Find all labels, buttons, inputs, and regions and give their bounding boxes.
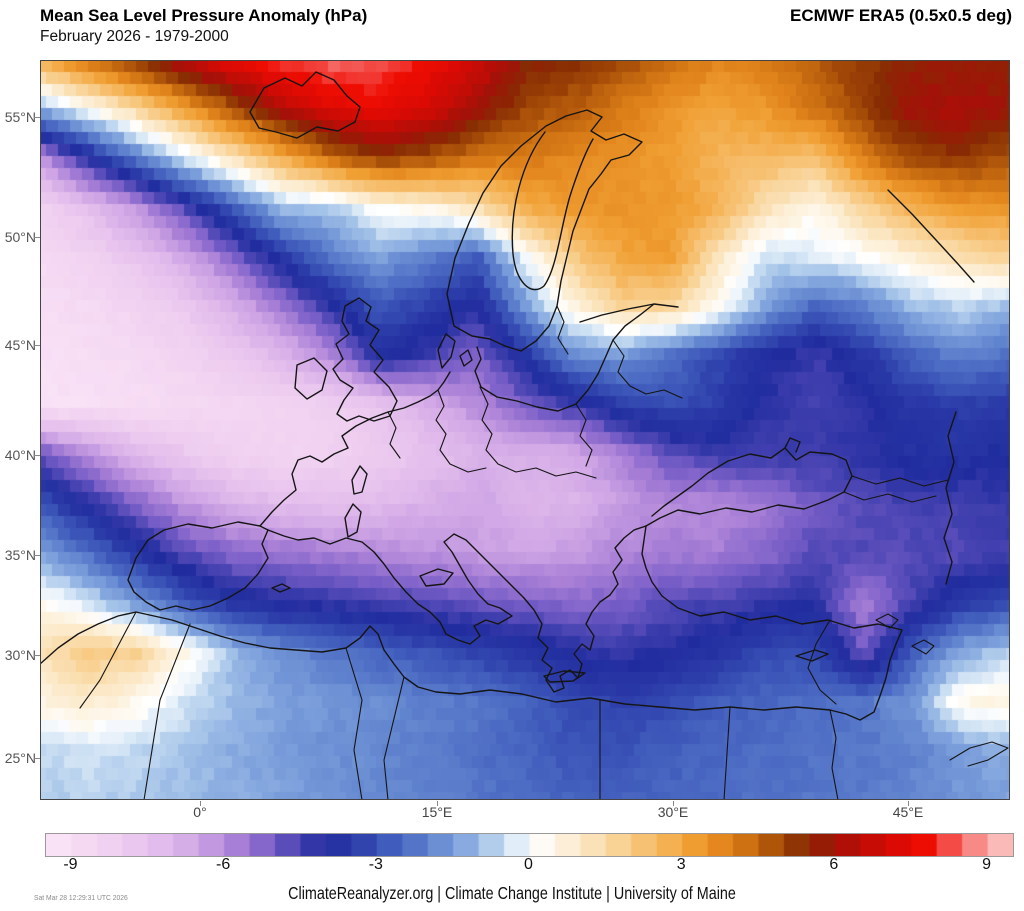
lon-axis-tick (673, 801, 674, 806)
coastline-turkey-south (641, 525, 903, 631)
anomaly-field-image (40, 60, 1010, 800)
colorbar (45, 833, 1014, 857)
lat-axis-label: 40°N (4, 447, 36, 463)
colorbar-tick-label: 6 (829, 856, 839, 873)
lat-axis-label: 45°N (4, 337, 36, 353)
page-subtitle: February 2026 - 1979-2000 (40, 28, 229, 45)
coastline-crimea (784, 437, 801, 453)
coastline-ireland (294, 357, 328, 400)
border-lines-caucasus (807, 475, 949, 705)
river-nile (829, 709, 839, 800)
coastline-iberia (127, 521, 269, 611)
border-lines-europe (387, 305, 683, 479)
coastline-denmark (437, 333, 473, 369)
page-title: Mean Sea Level Pressure Anomaly (hPa) (40, 6, 368, 25)
colorbar-tick-label: -3 (368, 856, 383, 873)
colorbar-tick-label: 9 (982, 856, 991, 873)
coastline-caspian (887, 189, 975, 585)
coastline-aegean-marmara (609, 525, 647, 596)
coastline-gulf-of-finland (579, 303, 679, 323)
border-lines-africa (79, 611, 731, 800)
coastline-sicily (419, 568, 454, 587)
lon-axis-label: 15°E (421, 804, 453, 820)
lon-axis-tick (200, 801, 201, 806)
coastline-corsica (351, 465, 368, 495)
pressure-anomaly-map (40, 60, 1010, 800)
coastline-black-sea (645, 447, 853, 527)
coastline-great-britain (332, 297, 398, 422)
coastline-crete (543, 670, 586, 683)
colorbar-tick-label: 0 (524, 856, 533, 873)
colorbar-tick-label: 3 (676, 856, 686, 873)
footer-credit-text: ClimateReanalyzer.org | Climate Change I… (288, 883, 736, 903)
colorbar-tick-label: -6 (216, 856, 231, 873)
coastline-greece (523, 594, 611, 693)
timestamp-label: Sat Mar 28 12:29:31 UTC 2026 (34, 893, 128, 902)
lat-axis-tick (34, 117, 40, 118)
lon-axis-label: 45°E (892, 804, 924, 820)
lat-axis-label: 30°N (4, 647, 36, 663)
lat-axis-tick (34, 237, 40, 238)
coastline-cyprus (795, 649, 829, 662)
coastline-mediterranean-north (267, 529, 525, 645)
lon-axis-label: 30°E (657, 804, 689, 820)
lat-axis-tick (34, 555, 40, 556)
lon-axis-tick (908, 801, 909, 806)
lat-axis-tick (34, 455, 40, 456)
lat-axis-tick (34, 345, 40, 346)
coastline-balearics (271, 583, 291, 593)
lon-axis-label: 0° (193, 804, 207, 820)
lon-axis-tick (437, 801, 438, 806)
coastline-baltic (474, 303, 655, 412)
coastline-iceland (249, 71, 361, 139)
coastline-north-africa (40, 611, 831, 711)
coastlines-overlay (40, 71, 1009, 800)
lakes-anatolia (875, 613, 935, 655)
lat-axis-label: 50°N (4, 229, 36, 245)
coastline-gulf-of-bothnia (511, 131, 594, 291)
coastline-persian-gulf (949, 741, 1009, 767)
coastline-levant (829, 629, 903, 721)
lat-axis-tick (34, 758, 40, 759)
coastline-france-atlantic (259, 371, 451, 527)
colorbar-tick-label: -9 (63, 856, 78, 873)
lat-axis-tick (34, 655, 40, 656)
footer-credit: ClimateReanalyzer.org | Climate Change I… (0, 883, 1024, 904)
lat-axis-label: 55°N (4, 109, 36, 125)
lat-axis-label: 35°N (4, 547, 36, 563)
coastline-scandinavia (446, 109, 643, 352)
lat-axis-label: 25°N (4, 750, 36, 766)
coastline-sardinia (344, 503, 362, 538)
dataset-source-label: ECMWF ERA5 (0.5x0.5 deg) (790, 6, 1012, 25)
